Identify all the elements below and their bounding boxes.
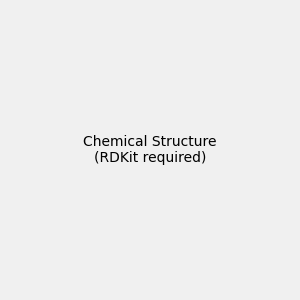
Text: Chemical Structure
(RDKit required): Chemical Structure (RDKit required) bbox=[83, 135, 217, 165]
